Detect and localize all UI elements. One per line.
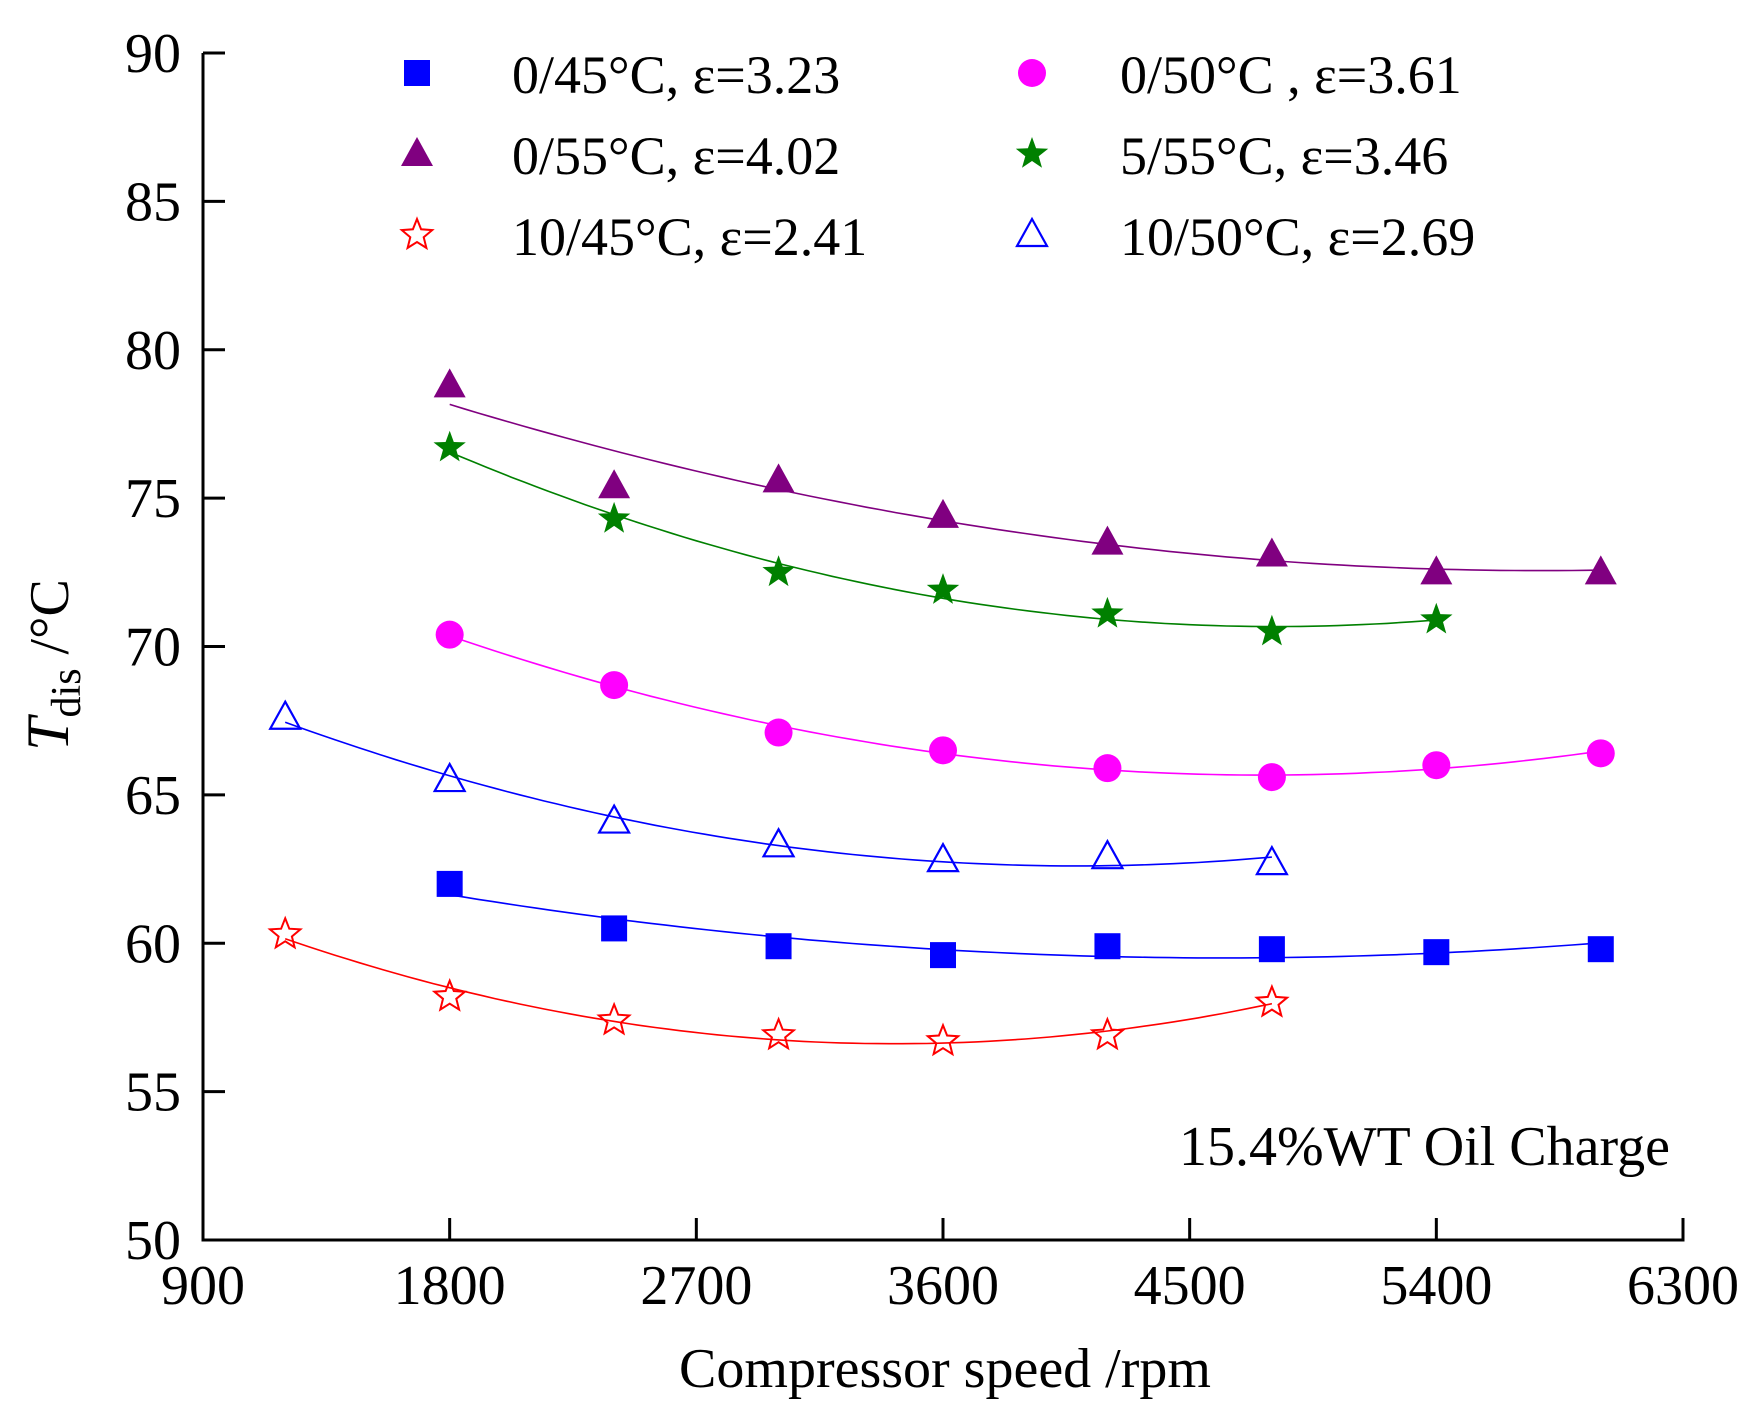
data-point: [1258, 936, 1285, 963]
fit-curve-3: [449, 403, 1601, 572]
data-point: [764, 718, 793, 747]
x-tick-label: 1800: [394, 1255, 506, 1317]
data-point: [267, 915, 303, 950]
data-point: [1094, 933, 1121, 960]
legend-marker: [1018, 59, 1046, 87]
data-point: [1255, 537, 1288, 567]
y-tick-label: 75: [125, 468, 181, 530]
legend-label: 10/50°C, ε=2.69: [1120, 207, 1475, 267]
data-point: [432, 761, 467, 793]
data-point: [930, 942, 956, 969]
data-point: [1420, 602, 1453, 634]
data-point: [761, 827, 796, 858]
data-point: [1584, 555, 1617, 585]
data-point: [1255, 614, 1289, 646]
series-5: [267, 915, 1290, 1057]
legend: 0/45°C, ε=3.23 0/50°C , ε=3.61 0/55°C, ε=4…: [399, 45, 1475, 267]
data-point: [1422, 751, 1451, 780]
x-tick-label: 4500: [1134, 1255, 1246, 1317]
data-point: [597, 501, 631, 533]
data-point: [268, 699, 303, 730]
legend-label: 5/55°C, ε=3.46: [1120, 126, 1448, 186]
data-point: [431, 977, 468, 1012]
data-point: [1091, 525, 1124, 555]
x-tick-label: 3600: [887, 1255, 999, 1317]
y-tick-label: 90: [125, 23, 181, 85]
legend-marker: [401, 137, 433, 166]
data-point: [1255, 844, 1289, 876]
data-point: [1093, 754, 1122, 783]
data-point: [929, 736, 957, 765]
data-point: [435, 620, 464, 649]
data-point: [1090, 838, 1125, 870]
y-tick-label: 55: [125, 1062, 181, 1124]
data-point: [436, 870, 463, 897]
y-axis-subscript: dis: [44, 668, 90, 717]
data-point: [597, 803, 631, 834]
x-tick-label: 2700: [640, 1255, 752, 1317]
data-point: [762, 555, 795, 587]
data-point: [765, 933, 792, 960]
x-tick-label: 5400: [1380, 1255, 1492, 1317]
legend-label: 0/50°C , ε=3.61: [1120, 45, 1462, 105]
y-tick-label: 65: [125, 765, 181, 827]
data-point: [926, 841, 960, 873]
data-point: [1254, 983, 1290, 1018]
data-point: [926, 573, 960, 604]
data-point: [1091, 596, 1124, 628]
series-3: [433, 368, 1617, 585]
data-point: [927, 498, 959, 528]
legend-label: 0/55°C, ε=4.02: [512, 126, 840, 186]
data-points: [267, 368, 1617, 1057]
y-tick-label: 80: [125, 320, 181, 382]
data-point: [1089, 1016, 1126, 1051]
data-point: [762, 463, 795, 493]
chart-annotation: 15.4%WT Oil Charge: [1179, 1116, 1670, 1178]
data-point: [1420, 555, 1453, 585]
y-tick-label: 85: [125, 171, 181, 233]
data-point: [1587, 936, 1614, 963]
y-axis-title: Tdis /°C: [15, 579, 90, 751]
data-point: [598, 469, 631, 499]
x-tick-label: 6300: [1627, 1255, 1739, 1317]
fit-curve-1: [449, 894, 1601, 959]
data-point: [1423, 939, 1450, 966]
legend-marker: [404, 60, 430, 86]
series-1: [436, 870, 1614, 969]
x-tick-label: 900: [161, 1255, 245, 1317]
data-point: [925, 1022, 961, 1057]
data-point: [1257, 763, 1286, 792]
y-tick-label: 50: [125, 1210, 181, 1272]
y-axis-unit: /°C: [19, 579, 81, 668]
fit-curve-6: [284, 721, 1272, 867]
legend-label: 0/45°C, ε=3.23: [512, 45, 840, 105]
y-tick-label: 70: [125, 617, 181, 679]
fit-curve-2: [449, 635, 1601, 776]
x-axis-title: Compressor speed /rpm: [679, 1338, 1211, 1400]
legend-label: 10/45°C, ε=2.41: [512, 207, 867, 267]
axes: 50 55 60 65 70 75 80 85 90 900 1800 2700 3600 4500 540…: [125, 23, 1739, 1317]
data-point: [760, 1016, 797, 1051]
data-point: [1586, 739, 1615, 768]
data-point: [433, 368, 466, 398]
series-6: [268, 699, 1289, 876]
data-point: [600, 671, 629, 700]
legend-marker: [1015, 216, 1049, 248]
series-2: [435, 620, 1615, 792]
series-4: [433, 430, 1453, 646]
data-point: [596, 1001, 632, 1036]
legend-marker: [399, 216, 435, 251]
fit-curve-5: [284, 938, 1273, 1045]
legend-marker: [1015, 137, 1049, 168]
y-axis-symbol: T: [15, 714, 81, 751]
fit-curve-4: [449, 451, 1437, 628]
y-tick-label: 60: [125, 913, 181, 975]
data-point: [433, 430, 466, 462]
data-point: [601, 915, 628, 942]
